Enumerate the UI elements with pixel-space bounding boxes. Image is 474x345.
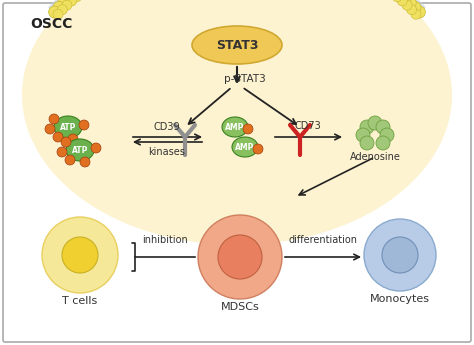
Circle shape: [68, 134, 78, 144]
Text: OSCC: OSCC: [30, 17, 73, 31]
Circle shape: [376, 136, 390, 150]
Circle shape: [45, 124, 55, 134]
Circle shape: [243, 124, 253, 134]
Circle shape: [397, 0, 407, 6]
Circle shape: [356, 128, 370, 142]
FancyBboxPatch shape: [3, 3, 471, 342]
Text: MDSCs: MDSCs: [220, 302, 259, 312]
Circle shape: [399, 0, 411, 4]
Circle shape: [79, 120, 89, 130]
Circle shape: [57, 5, 67, 15]
Circle shape: [62, 0, 72, 10]
Ellipse shape: [54, 116, 82, 138]
Circle shape: [360, 120, 374, 134]
Circle shape: [63, 0, 75, 4]
Circle shape: [61, 137, 71, 147]
Circle shape: [67, 0, 77, 6]
Circle shape: [364, 219, 436, 291]
Ellipse shape: [66, 139, 94, 161]
Circle shape: [57, 147, 67, 157]
Circle shape: [80, 157, 90, 167]
Text: p-STAT3: p-STAT3: [224, 74, 266, 84]
Circle shape: [198, 215, 282, 299]
Circle shape: [402, 0, 412, 10]
Circle shape: [91, 143, 101, 153]
Circle shape: [409, 1, 421, 13]
Circle shape: [53, 132, 63, 142]
Circle shape: [49, 6, 61, 18]
Circle shape: [58, 0, 70, 9]
Text: Monocytes: Monocytes: [370, 294, 430, 304]
Text: Adenosine: Adenosine: [349, 152, 401, 162]
Text: ATP: ATP: [60, 122, 76, 131]
Circle shape: [392, 0, 402, 2]
Ellipse shape: [232, 137, 258, 157]
Circle shape: [218, 235, 262, 279]
Circle shape: [376, 120, 390, 134]
Circle shape: [49, 114, 59, 124]
Circle shape: [404, 0, 416, 9]
Text: AMP: AMP: [225, 122, 245, 131]
Circle shape: [413, 6, 425, 18]
Circle shape: [72, 0, 82, 2]
Ellipse shape: [222, 117, 248, 137]
Circle shape: [382, 237, 418, 273]
Ellipse shape: [22, 0, 452, 245]
Circle shape: [65, 155, 75, 165]
Text: differentiation: differentiation: [289, 235, 357, 245]
Text: kinases: kinases: [148, 147, 185, 157]
Circle shape: [53, 9, 63, 19]
Circle shape: [42, 217, 118, 293]
Circle shape: [253, 144, 263, 154]
Text: CD73: CD73: [295, 121, 321, 131]
Text: inhibition: inhibition: [142, 235, 188, 245]
Text: STAT3: STAT3: [216, 39, 258, 51]
Circle shape: [380, 128, 394, 142]
Text: T cells: T cells: [63, 296, 98, 306]
Circle shape: [62, 237, 98, 273]
Text: AMP: AMP: [235, 142, 255, 151]
Circle shape: [360, 136, 374, 150]
PathPatch shape: [48, 0, 426, 16]
Circle shape: [53, 1, 65, 13]
Text: ATP: ATP: [72, 146, 88, 155]
Circle shape: [368, 116, 382, 130]
Circle shape: [407, 5, 417, 15]
Ellipse shape: [192, 26, 282, 64]
Text: CD39: CD39: [154, 122, 180, 132]
Circle shape: [411, 9, 421, 19]
